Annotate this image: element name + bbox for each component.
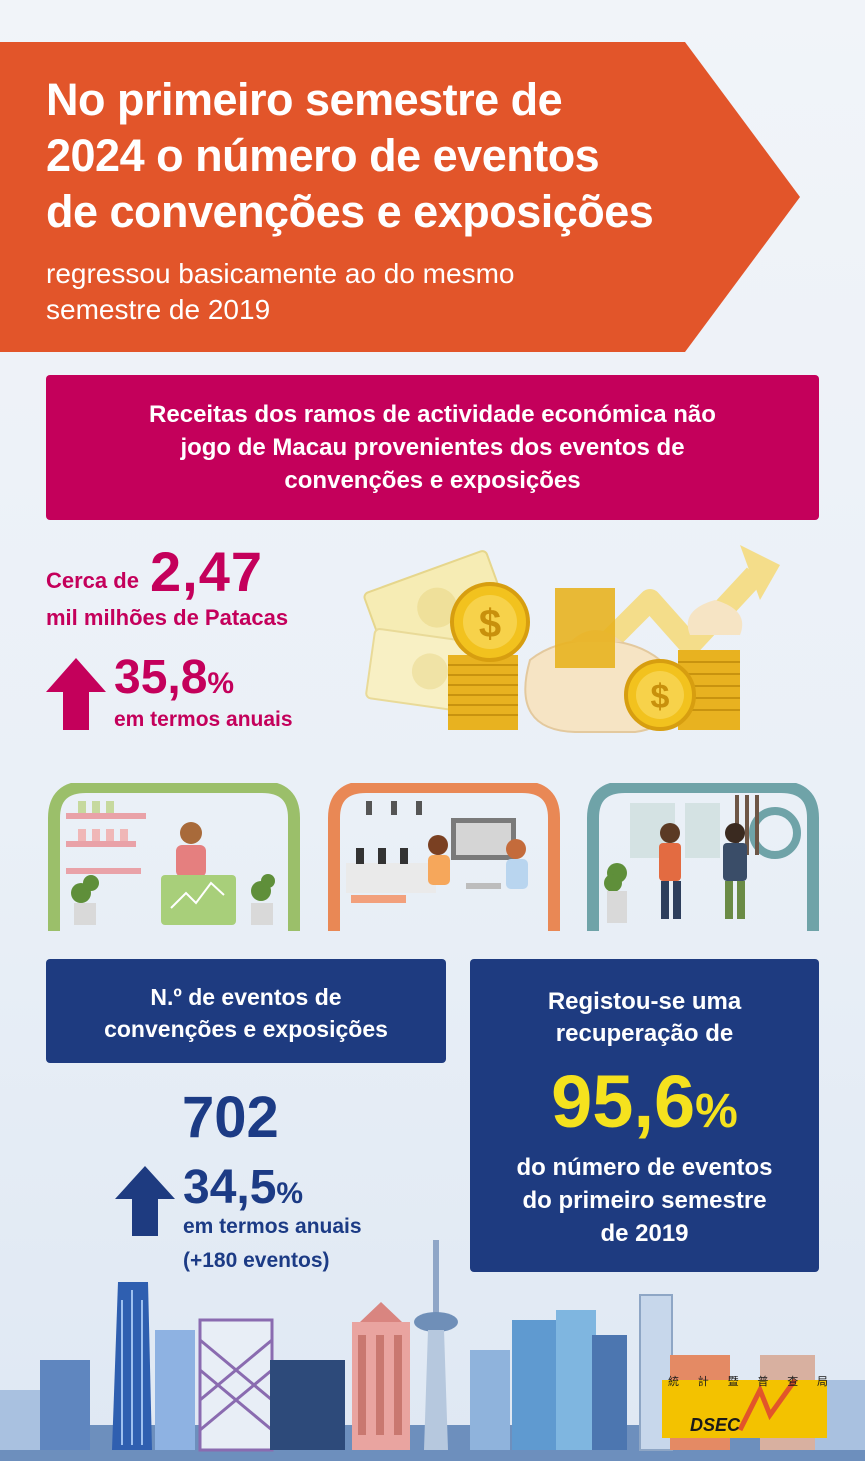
recovery-line-1: Registou-se uma <box>547 988 742 1015</box>
events-value: 702 <box>182 1085 279 1150</box>
subtitle-line-1: regressou basicamente ao do mesmo <box>46 258 515 289</box>
dsec-logo-chars: 統 計 暨 普 查 局 <box>668 1373 828 1389</box>
revenue-change-label: em termos anuais <box>114 708 293 731</box>
revenue-change: 35,8% <box>114 650 234 712</box>
events-change: 34,5% <box>183 1160 303 1222</box>
recovery-box: Registou-se uma recuperação de 95,6% do … <box>470 959 819 1272</box>
arrow-up-icon <box>46 658 106 730</box>
logo-char-5: 查 <box>787 1375 799 1388</box>
dsec-logo: DSEC <box>662 1378 827 1438</box>
events-heading-box: N.º de eventos de convenções e exposiçõe… <box>46 959 446 1063</box>
subtitle-line-2: semestre de 2019 <box>46 294 271 325</box>
revenue-unit: mil milhões de Patacas <box>46 605 289 630</box>
revenue-value: 2,47 <box>150 540 263 603</box>
scene-meeting-illustration <box>328 783 560 931</box>
events-change-pct: % <box>276 1177 304 1210</box>
money-illustration: $ $ <box>363 545 780 733</box>
events-change-extra: (+180 eventos) <box>183 1249 330 1272</box>
logo-char-4: 普 <box>757 1375 769 1388</box>
recovery-line-3: do número de eventos <box>516 1154 773 1181</box>
recovery-value-number: 95,6 <box>551 1060 696 1143</box>
revenue-prefix: Cerca de <box>46 568 139 593</box>
events-heading-line-2: convenções e exposições <box>104 1016 388 1042</box>
logo-char-6: 局 <box>816 1375 828 1388</box>
page-title-line-2: 2024 o número de eventos <box>46 130 600 181</box>
revenue-heading-line-2: jogo de Macau provenientes dos eventos d… <box>180 434 685 461</box>
revenue-change-pct: % <box>207 667 235 700</box>
macau-skyline-illustration: DSEC <box>0 1240 865 1461</box>
logo-char-1: 統 <box>668 1375 679 1388</box>
svg-text:$: $ <box>479 602 501 646</box>
coin-stack-right: $ <box>624 600 743 731</box>
revenue-heading-line-1: Receitas dos ramos de actividade económi… <box>149 401 716 428</box>
logo-char-3: 暨 <box>727 1375 739 1388</box>
page-title-line-3: de convenções e exposições <box>46 186 654 237</box>
events-change-value: 34,5 <box>183 1161 277 1214</box>
header-banner: No primeiro semestre de 2024 o número de… <box>0 42 800 352</box>
revenue-heading-line-3: convenções e exposições <box>284 467 581 494</box>
revenue-heading-box: Receitas dos ramos de actividade económi… <box>46 375 819 520</box>
revenue-change-value: 35,8 <box>114 651 208 704</box>
scene-business-illustration <box>587 783 819 931</box>
recovery-value: 95,6% <box>470 1061 819 1153</box>
dsec-logo-text: DSEC <box>690 1415 741 1435</box>
logo-char-2: 計 <box>697 1375 709 1388</box>
svg-text:$: $ <box>651 678 670 716</box>
arrow-up-icon <box>115 1166 175 1236</box>
banner-arrow-shape <box>0 42 800 352</box>
events-change-label: em termos anuais <box>183 1215 362 1238</box>
recovery-line-5: de 2019 <box>600 1220 689 1247</box>
recovery-line-4: do primeiro semestre <box>522 1187 767 1214</box>
scene-shop-illustration <box>48 783 300 931</box>
events-heading-line-1: N.º de eventos de <box>150 984 342 1010</box>
coin-stack-left: $ <box>448 582 530 730</box>
recovery-value-pct: % <box>695 1085 738 1138</box>
recovery-line-2: recuperação de <box>555 1020 734 1047</box>
page-title-line-1: No primeiro semestre de <box>46 74 563 125</box>
